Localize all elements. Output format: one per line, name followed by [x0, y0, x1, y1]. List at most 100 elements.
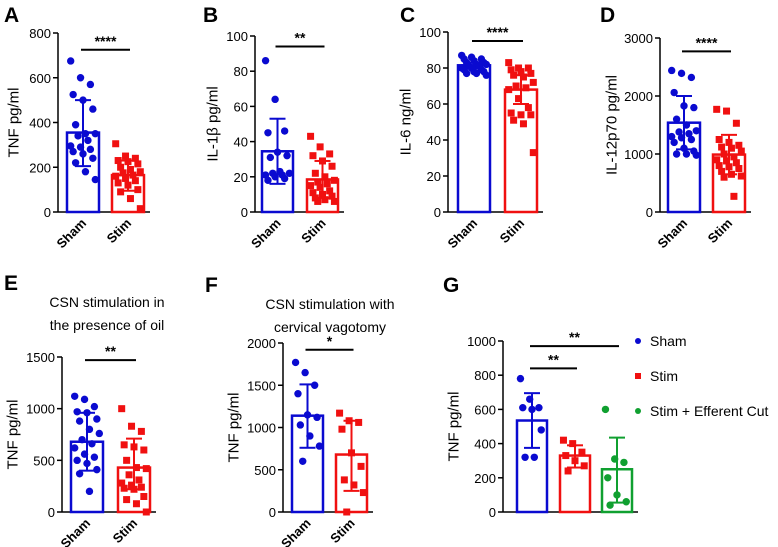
data-point [88, 440, 96, 448]
data-point [690, 103, 698, 112]
data-point [140, 493, 148, 500]
data-point [89, 154, 97, 162]
data-point [123, 496, 131, 504]
data-point [75, 417, 84, 425]
panel-letter: B [203, 4, 218, 27]
data-point [280, 127, 289, 135]
data-point [462, 69, 471, 78]
y-tick-label: 0 [434, 205, 441, 220]
data-point [120, 484, 128, 492]
significance-label: **** [487, 24, 509, 40]
data-point [285, 169, 294, 177]
data-point [330, 197, 338, 205]
data-point [132, 464, 140, 472]
data-point [720, 150, 728, 158]
data-point [266, 153, 275, 162]
data-point [564, 467, 572, 475]
data-point [271, 95, 279, 104]
data-point [112, 140, 120, 148]
data-point [90, 453, 99, 461]
data-point [667, 66, 676, 75]
y-tick-label: 800 [474, 368, 496, 383]
data-point [737, 172, 745, 180]
data-point [718, 167, 726, 175]
data-point [118, 479, 126, 487]
y-tick-label: 1000 [26, 402, 55, 417]
data-point [732, 159, 740, 167]
data-point [343, 508, 351, 516]
data-point [117, 163, 125, 171]
y-tick-label: 80 [234, 64, 248, 79]
data-point [732, 119, 740, 127]
y-tick-label: 600 [29, 71, 51, 86]
data-point [117, 188, 125, 196]
data-point [84, 136, 92, 145]
data-point [66, 57, 75, 65]
data-point [76, 74, 85, 82]
x-tick-label: Stim [104, 216, 135, 247]
data-point [321, 196, 329, 204]
data-point [71, 121, 80, 129]
data-point [140, 446, 148, 454]
legend-label: Sham [650, 333, 687, 349]
data-point [670, 138, 678, 147]
y-axis-label: IL-6 ng/ml [398, 89, 415, 156]
significance-label: ** [295, 30, 306, 46]
data-point [687, 73, 696, 82]
x-tick-label: Sham [654, 216, 690, 252]
data-point [301, 368, 309, 377]
data-point [296, 421, 305, 429]
y-axis-label: IL-12p70 pg/ml [604, 75, 621, 175]
data-point [75, 470, 84, 478]
y-tick-label: 20 [234, 170, 248, 185]
data-point [131, 177, 139, 185]
data-point [326, 150, 334, 158]
data-point [672, 115, 681, 123]
data-point [261, 56, 270, 65]
y-tick-label: 1000 [247, 421, 276, 436]
data-point [132, 500, 140, 508]
y-tick-label: 0 [489, 505, 496, 520]
data-point [519, 73, 527, 81]
data-point [71, 159, 80, 167]
x-tick-label: Stim [298, 216, 329, 247]
data-point [527, 69, 535, 77]
panel-title: CSN stimulation with [265, 296, 394, 312]
panel-b: B 0 20 40 60 80 100 IL-1β pg/ml Sham Stim ** [203, 4, 344, 251]
y-tick-label: 3000 [624, 31, 653, 46]
panel-letter: A [4, 4, 19, 27]
significance-label: ** [105, 343, 116, 359]
data-point [350, 481, 358, 489]
data-point [529, 149, 537, 157]
y-tick-label: 0 [48, 505, 55, 520]
data-point [134, 160, 142, 168]
data-point [91, 129, 100, 138]
data-point [692, 127, 701, 135]
significance-label: * [327, 333, 333, 349]
data-point [730, 192, 738, 200]
significance-label: **** [95, 33, 117, 49]
data-point [727, 144, 735, 152]
data-point [315, 442, 324, 450]
significance-label: ** [569, 329, 580, 345]
data-point [78, 435, 86, 444]
data-point [309, 152, 317, 160]
y-tick-label: 1500 [26, 350, 55, 365]
data-point [73, 408, 81, 416]
data-point [123, 456, 131, 464]
panel-c: C 0 20 40 60 80 100 IL-6 ng/ml Sham Stim **** [398, 4, 543, 251]
data-point [90, 402, 99, 411]
data-point [505, 86, 513, 94]
y-tick-label: 400 [29, 116, 51, 131]
data-point [128, 422, 136, 430]
data-point [505, 59, 513, 67]
y-tick-label: 500 [254, 463, 276, 478]
data-point [264, 129, 272, 137]
data-point [515, 64, 523, 72]
legend-label: Stim [650, 368, 678, 384]
data-point [122, 152, 130, 160]
data-point [142, 508, 150, 516]
data-point [601, 405, 610, 414]
legend-label: Stim + Efferent Cut [650, 403, 769, 419]
data-point [85, 487, 94, 496]
